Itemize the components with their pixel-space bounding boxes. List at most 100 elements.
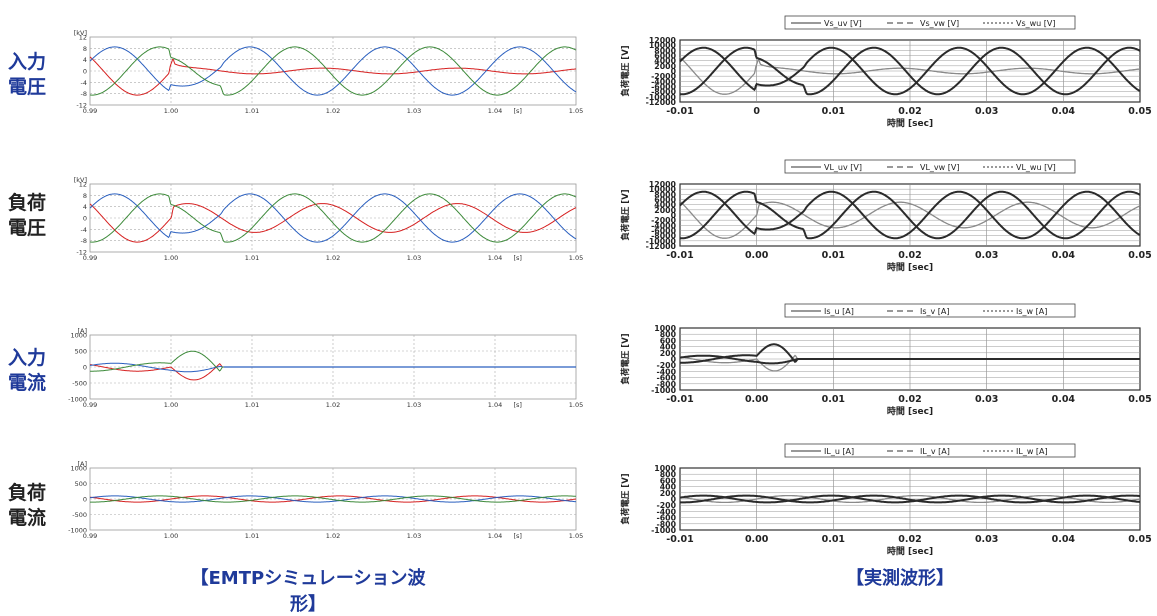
y-tick-label: -6000 — [651, 83, 677, 92]
series-line-undefined — [679, 56, 1141, 95]
x-tick-label: 0.99 — [83, 254, 97, 262]
y-tick-label: -8000 — [651, 232, 677, 241]
y-tick-label: -12000 — [646, 98, 677, 107]
y-unit-label: [A] — [77, 460, 87, 468]
y-tick-label: 600 — [660, 336, 677, 345]
row-label: 入力 電流 — [8, 346, 46, 396]
x-tick-label: 0.01 — [822, 106, 845, 117]
comparison-figure: 入力 電圧 負荷 電圧 入力 電流 負荷 電流 0.99 1.00 1.01 1.02 1.03 1.0… — [8, 15, 1152, 615]
x-tick-label: 1.04 — [488, 401, 502, 409]
x-tick-label: 1.02 — [326, 254, 340, 262]
series-line-undefined — [679, 46, 1141, 96]
x-tick-label: 0 — [753, 106, 760, 117]
x-tick-label: 1.04 — [488, 107, 502, 115]
x-unit-label: [s] — [513, 107, 521, 115]
x-tick-label: 0.00 — [745, 534, 769, 545]
legend-entry: VL_wu [V] — [1016, 163, 1056, 172]
y-tick-label: 4000 — [654, 201, 676, 210]
y-tick-label: 12 — [79, 34, 87, 42]
y-tick-label: -4 — [81, 79, 87, 87]
caption-left: 【EMTPシミュレーション波形】 — [190, 568, 426, 615]
meas-input-current: -0.01 0.00 0.01 0.02 0.03 0.04 0.05 10008006004… — [620, 303, 1152, 417]
y-tick-label: 10000 — [649, 185, 677, 194]
x-tick-label: 0.01 — [822, 394, 845, 405]
row-label: 入力 電圧 — [8, 50, 46, 100]
row-label: 負荷 電圧 — [8, 191, 46, 241]
y-tick-label: -1000 — [68, 527, 87, 535]
series-line-undefined — [679, 494, 1141, 504]
x-tick-label: 1.03 — [407, 532, 421, 540]
x-tick-label: 0.00 — [745, 250, 769, 261]
x-tick-label: 1.05 — [569, 401, 583, 409]
y-tick-label: 1000 — [654, 324, 676, 333]
x-axis-label: 時間 [sec] — [887, 545, 933, 557]
x-tick-label: 1.04 — [488, 254, 502, 262]
x-tick-label: 0.00 — [745, 394, 769, 405]
y-axis-label: 負荷電圧 [V] — [620, 189, 631, 240]
y-tick-label: 8 — [83, 192, 87, 200]
legend-entry: VL_uv [V] — [824, 163, 862, 172]
legend-entry: IL_u [A] — [824, 447, 854, 456]
y-tick-label: 500 — [75, 480, 87, 488]
x-tick-label: 1.03 — [407, 107, 421, 115]
meas-input-voltage: -0.01 0 0.01 0.02 0.03 0.04 0.05 12000100008000… — [620, 15, 1152, 129]
caption-right: 【実測波形】 — [846, 568, 954, 589]
series-line-w — [90, 193, 577, 243]
y-tick-label: 800 — [660, 470, 677, 479]
x-tick-label: 1.05 — [569, 107, 583, 115]
sim-load-current: 0.99 1.00 1.01 1.02 1.03 1.04 1.05 1000 500 0 -500… — [68, 460, 583, 540]
y-tick-label: 200 — [660, 349, 677, 358]
y-tick-label: 0 — [671, 67, 677, 76]
sim-load-voltage: 0.99 1.00 1.01 1.02 1.03 1.04 1.05 12 8 4 0 -4 -8 -12… — [74, 176, 584, 262]
row-label-line: 入力 — [8, 51, 47, 73]
y-tick-label: -800 — [656, 380, 676, 389]
y-tick-label: -12000 — [646, 242, 677, 251]
y-tick-label: -8 — [81, 237, 87, 245]
y-tick-label: 2000 — [654, 206, 676, 215]
x-axis-label: 時間 [sec] — [887, 261, 933, 273]
waveform-charts: 0.99 1.00 1.01 1.02 1.03 1.04 1.05 12 8 4 0 -4 -8 -12… — [68, 15, 1152, 557]
x-tick-label: -0.01 — [666, 394, 693, 405]
sim-input-voltage: 0.99 1.00 1.01 1.02 1.03 1.04 1.05 12 8 4 0 -4 -8 -12… — [74, 29, 584, 115]
x-tick-label: 0.99 — [83, 532, 97, 540]
series-line-v — [89, 46, 577, 96]
y-tick-label: 6000 — [654, 196, 676, 205]
y-tick-label: -4000 — [651, 77, 677, 86]
x-tick-label: -0.01 — [666, 250, 693, 261]
x-tick-label: 0.05 — [1128, 106, 1151, 117]
x-tick-label: 0.03 — [975, 106, 998, 117]
y-tick-label: 8000 — [654, 190, 676, 199]
series-line-u — [89, 203, 577, 243]
y-tick-label: -10000 — [646, 237, 677, 246]
row-label-line: 電圧 — [8, 76, 47, 98]
series-line-undefined — [679, 200, 1141, 239]
row-label-line: 電流 — [8, 507, 47, 529]
x-axis-label: 時間 [sec] — [887, 117, 933, 129]
y-tick-label: 12000 — [649, 180, 677, 189]
y-tick-label: 4 — [83, 203, 87, 211]
y-tick-label: -200 — [656, 361, 676, 370]
y-tick-label: -2000 — [651, 72, 677, 81]
x-tick-label: 1.01 — [245, 401, 259, 409]
x-tick-label: 1.00 — [164, 254, 178, 262]
y-tick-label: 8000 — [654, 46, 676, 55]
row-label-line: 電流 — [8, 372, 47, 394]
x-tick-label: 0.04 — [1052, 106, 1076, 117]
legend: IL_u [A] IL_v [A] IL_w [A] — [784, 443, 1076, 458]
x-unit-label: [s] — [513, 532, 521, 540]
y-tick-label: -400 — [656, 507, 676, 516]
series-line-undefined — [679, 46, 1141, 96]
row-label-line: 負荷 — [8, 192, 47, 214]
legend: Is_u [A] Is_v [A] Is_w [A] — [784, 303, 1076, 318]
x-tick-label: -0.01 — [666, 534, 693, 545]
y-tick-label: 2000 — [654, 62, 676, 71]
series-line-v — [89, 495, 577, 503]
x-tick-label: 1.00 — [164, 107, 178, 115]
y-unit-label: [kV] — [74, 176, 87, 184]
y-tick-label: -10000 — [646, 93, 677, 102]
y-tick-label: 10000 — [649, 41, 677, 50]
x-tick-label: 1.05 — [569, 254, 583, 262]
y-tick-label: 12000 — [649, 36, 677, 45]
y-tick-label: -12 — [76, 249, 87, 257]
x-tick-label: 0.02 — [898, 394, 921, 405]
